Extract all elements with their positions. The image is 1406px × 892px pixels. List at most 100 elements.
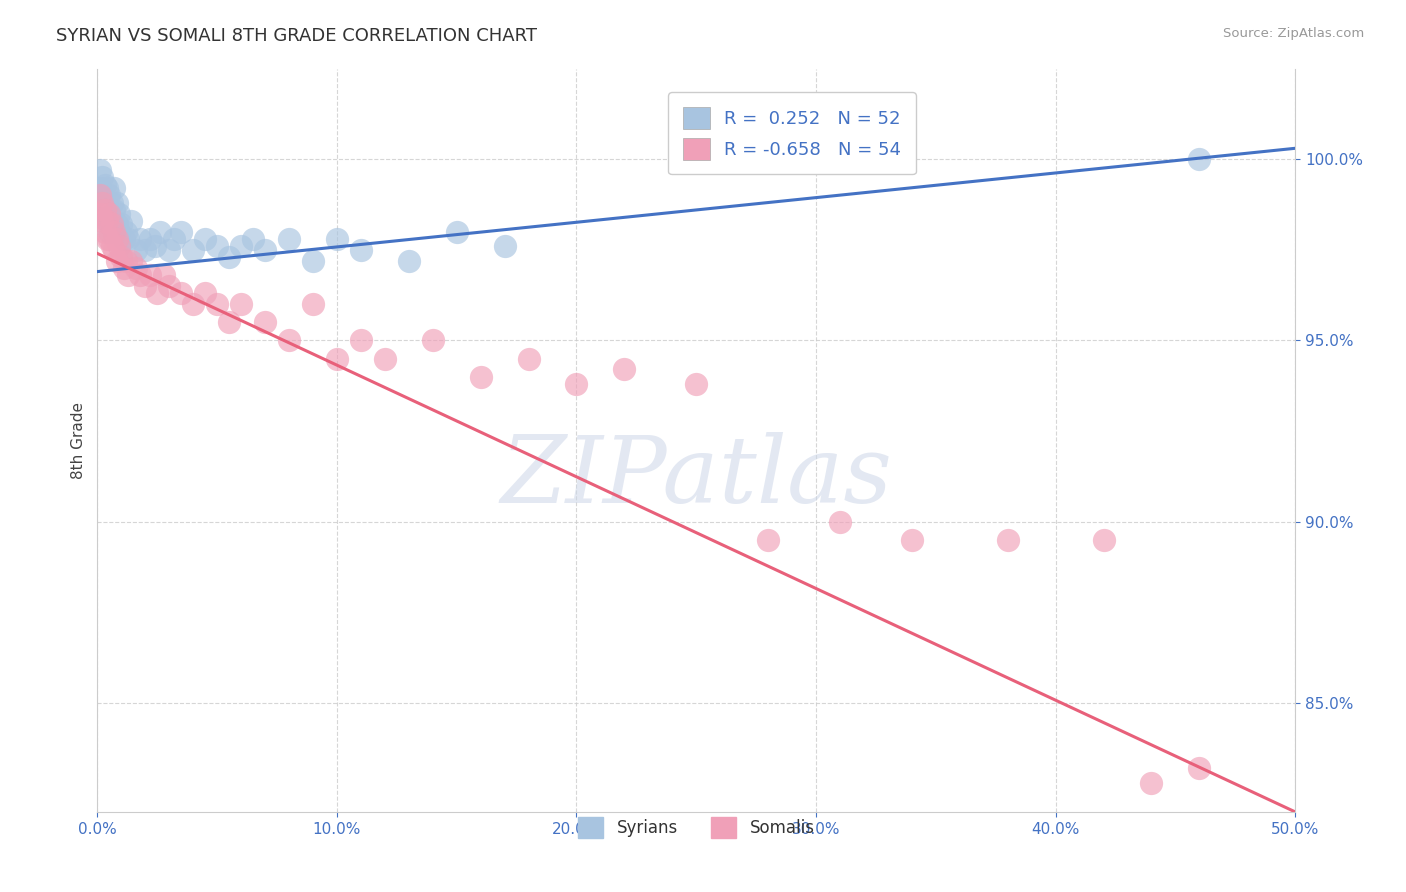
Point [100, 214, 122, 228]
Point [350, 243, 373, 257]
Point [110, 250, 132, 264]
Point [1188, 761, 1211, 775]
Point [89, 181, 111, 195]
Point [997, 533, 1019, 547]
Point [254, 315, 277, 329]
Text: SYRIAN VS SOMALI 8TH GRADE CORRELATION CHART: SYRIAN VS SOMALI 8TH GRADE CORRELATION C… [56, 27, 537, 45]
Point [446, 225, 468, 239]
Point [96, 214, 118, 228]
Point [756, 533, 779, 547]
Point [112, 260, 135, 275]
Point [120, 253, 142, 268]
Point [254, 243, 277, 257]
Point [96, 199, 118, 213]
Point [89, 163, 111, 178]
Point [139, 232, 162, 246]
Point [91, 214, 114, 228]
Point [1092, 533, 1115, 547]
Point [302, 253, 325, 268]
Point [98, 206, 121, 220]
Point [1188, 152, 1211, 166]
Point [470, 369, 492, 384]
Point [96, 181, 118, 195]
Point [517, 351, 540, 366]
Point [108, 225, 131, 239]
Point [278, 232, 301, 246]
Point [108, 239, 131, 253]
Point [103, 202, 125, 217]
Point [205, 297, 228, 311]
Point [326, 351, 349, 366]
Point [96, 232, 118, 246]
Point [218, 250, 240, 264]
Point [157, 279, 180, 293]
Point [103, 243, 125, 257]
Point [103, 225, 125, 239]
Point [242, 232, 264, 246]
Point [100, 239, 122, 253]
Legend: Syrians, Somalis: Syrians, Somalis [571, 811, 821, 845]
Point [1140, 776, 1163, 790]
Point [98, 188, 121, 202]
Point [93, 178, 115, 192]
Point [91, 206, 114, 220]
Point [153, 268, 176, 283]
Point [98, 206, 121, 220]
Point [494, 239, 516, 253]
Point [134, 243, 156, 257]
Point [105, 232, 128, 246]
Point [565, 376, 588, 391]
Point [901, 533, 924, 547]
Point [98, 232, 121, 246]
Point [120, 214, 142, 228]
Point [91, 170, 114, 185]
Point [398, 253, 420, 268]
Point [129, 232, 152, 246]
Point [139, 268, 162, 283]
Point [91, 195, 114, 210]
Point [100, 218, 122, 232]
Point [170, 286, 193, 301]
Point [89, 188, 111, 202]
Point [98, 225, 121, 239]
Point [110, 218, 132, 232]
Point [93, 202, 115, 217]
Point [326, 232, 349, 246]
Point [194, 232, 217, 246]
Point [115, 225, 138, 239]
Point [93, 195, 115, 210]
Point [350, 334, 373, 348]
Point [828, 515, 851, 529]
Point [422, 334, 444, 348]
Point [194, 286, 217, 301]
Point [117, 268, 139, 283]
Point [93, 225, 115, 239]
Point [205, 239, 228, 253]
Point [96, 214, 118, 228]
Point [146, 286, 169, 301]
Point [374, 351, 396, 366]
Point [129, 268, 152, 283]
Point [218, 315, 240, 329]
Point [100, 195, 122, 210]
Point [89, 206, 111, 220]
Point [157, 243, 180, 257]
Point [108, 206, 131, 220]
Point [112, 232, 135, 246]
Point [89, 195, 111, 210]
Point [103, 181, 125, 195]
Point [163, 232, 186, 246]
Point [125, 260, 148, 275]
Point [613, 362, 636, 376]
Point [181, 297, 204, 311]
Point [170, 225, 193, 239]
Point [181, 243, 204, 257]
Text: Source: ZipAtlas.com: Source: ZipAtlas.com [1223, 27, 1364, 40]
Point [117, 232, 139, 246]
Y-axis label: 8th Grade: 8th Grade [72, 401, 86, 479]
Point [143, 239, 166, 253]
Point [103, 225, 125, 239]
Point [105, 253, 128, 268]
Text: ZIPatlas: ZIPatlas [501, 433, 893, 523]
Point [302, 297, 325, 311]
